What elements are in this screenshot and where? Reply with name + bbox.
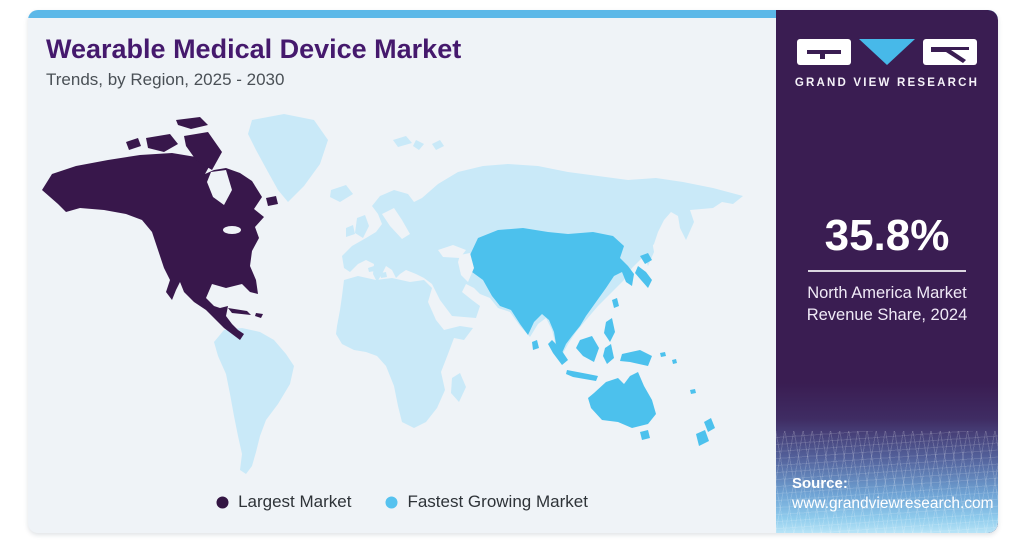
brand-name: GRAND VIEW RESEARCH <box>794 77 980 89</box>
legend-label-largest-market: Largest Market <box>238 492 352 511</box>
africa <box>336 276 473 428</box>
japan <box>635 253 652 288</box>
legend-item-largest-market: Largest Market <box>216 492 351 512</box>
header: Wearable Medical Device Market Trends, b… <box>46 34 461 90</box>
mesh-gradient: Source: www.grandviewresearch.com <box>776 383 998 533</box>
new-guinea <box>620 350 652 366</box>
madagascar <box>451 373 466 402</box>
black-sea <box>438 245 466 258</box>
mediterranean-isles <box>368 266 387 278</box>
source-block: Source: www.grandviewresearch.com <box>792 475 994 513</box>
gvr-logo-icon <box>797 39 977 65</box>
stat-value: 35.8% <box>824 211 950 260</box>
water-cutouts <box>207 170 474 282</box>
hispaniola <box>255 313 263 318</box>
philippines <box>604 318 615 342</box>
top-accent-bar <box>28 10 998 18</box>
great-lakes <box>223 226 241 234</box>
hudson-bay <box>207 170 232 205</box>
greenland <box>248 114 328 202</box>
legend-item-fastest-growing-market: Fastest Growing Market <box>385 492 588 512</box>
tasmania <box>640 430 650 440</box>
taiwan <box>612 298 619 308</box>
page-title: Wearable Medical Device Market <box>46 34 462 64</box>
new-zealand <box>696 418 715 446</box>
legend-label-fastest-growing-market: Fastest Growing Market <box>407 492 588 511</box>
source-url: www.grandviewresearch.com <box>792 495 994 512</box>
infographic-card: Wearable Medical Device Market Trends, b… <box>28 10 998 533</box>
newfoundland <box>266 196 278 206</box>
pacific-isles <box>660 352 696 394</box>
page-subtitle: Trends, by Region, 2025 - 2030 <box>46 70 285 90</box>
java <box>566 370 598 381</box>
south-america <box>214 328 294 474</box>
region-north-america-largest <box>42 117 278 340</box>
asia-mainland <box>470 228 634 353</box>
world-map <box>42 114 743 474</box>
stat-caption: North America Market Revenue Share, 2024 <box>806 284 968 324</box>
region-asia-pacific-fastest-growing <box>470 228 715 446</box>
sumatra <box>548 340 568 365</box>
ireland <box>346 225 355 237</box>
map-pane: Wearable Medical Device Market Trends, b… <box>28 10 776 533</box>
stat-divider <box>808 270 966 273</box>
stat-block: 35.8% North America Market Revenue Share… <box>776 211 998 326</box>
caspian-sea <box>458 253 474 282</box>
sulawesi <box>603 344 614 364</box>
mesh-grid-pattern <box>776 431 998 533</box>
fastest-growing-market-dot-icon <box>385 496 398 508</box>
logo-triangle <box>859 39 915 65</box>
region-rest-of-world <box>214 114 743 474</box>
arctic-isles <box>393 136 444 150</box>
great-britain <box>355 215 369 238</box>
borneo <box>576 336 599 362</box>
canadian-arctic-islands <box>126 117 222 170</box>
map-legend: Largest Market Fastest Growing Market <box>28 492 776 512</box>
brand-logo: GRAND VIEW RESEARCH <box>776 38 998 89</box>
sri-lanka <box>532 340 539 350</box>
sidebar: GRAND VIEW RESEARCH 35.8% North America … <box>776 10 998 533</box>
cuba <box>228 308 251 315</box>
iceland <box>330 185 353 202</box>
largest-market-dot-icon <box>216 496 229 508</box>
north-america-mainland <box>42 153 264 340</box>
australia <box>588 372 656 428</box>
baltic-sea <box>382 208 410 239</box>
source-label: Source: <box>792 475 848 492</box>
